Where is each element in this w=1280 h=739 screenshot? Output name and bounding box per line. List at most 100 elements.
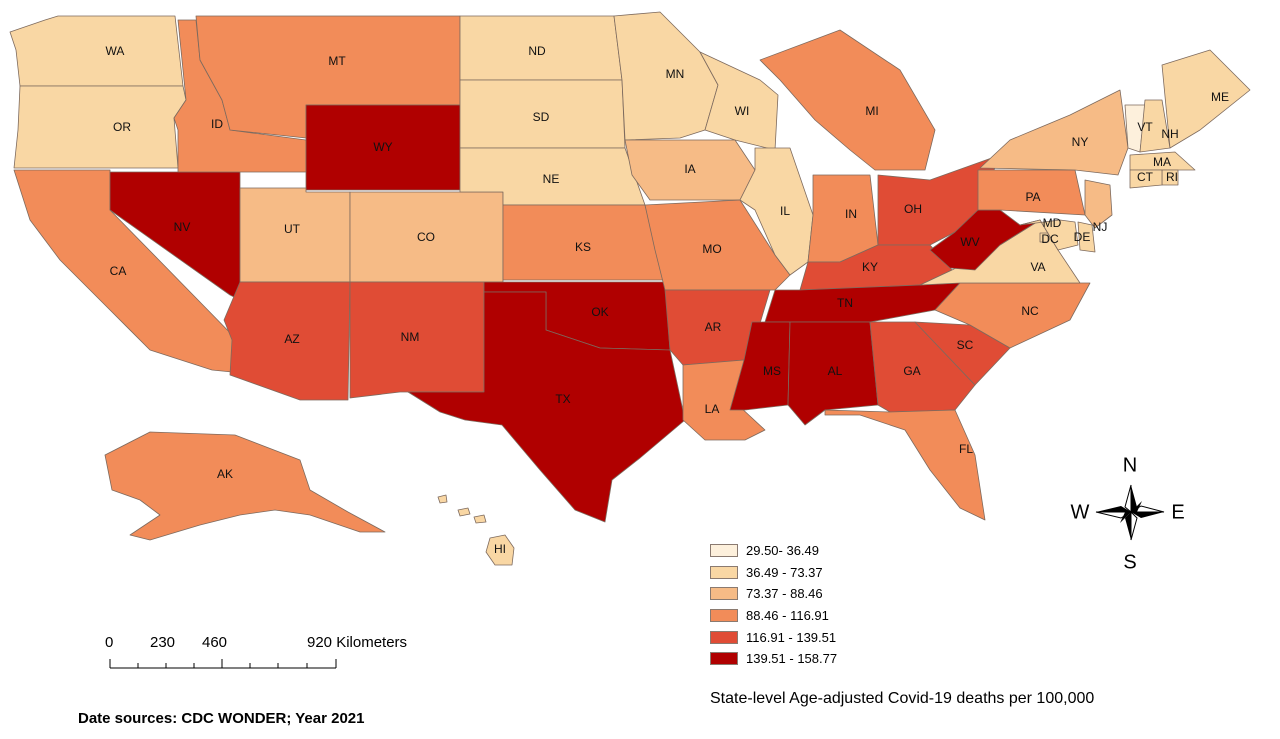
state-or (13, 85, 187, 169)
state-tx (407, 291, 686, 523)
state-label-dc: DC (1041, 232, 1059, 246)
state-label-co: CO (417, 230, 435, 244)
state-de (1077, 221, 1096, 253)
state-label-pa: PA (1025, 190, 1040, 204)
state-ma (1129, 151, 1196, 171)
state-label-ks: KS (575, 240, 591, 254)
state-label-de: DE (1074, 230, 1091, 244)
state-label-nv: NV (174, 220, 191, 234)
state-label-va: VA (1030, 260, 1045, 274)
state-label-ia: IA (684, 162, 695, 176)
state-label-ms: MS (763, 364, 781, 378)
state-nj (1084, 179, 1113, 229)
state-label-nj: NJ (1093, 220, 1108, 234)
scale-tick-0: 0 (105, 634, 114, 651)
state-label-vt: VT (1137, 120, 1153, 134)
scale-tick-1: 230 (150, 634, 176, 651)
state-label-ok: OK (591, 305, 608, 319)
compass-west: W (1071, 501, 1090, 523)
compass-north: N (1123, 454, 1137, 476)
state-label-ca: CA (110, 264, 127, 278)
legend-swatch (710, 565, 738, 579)
state-label-la: LA (705, 402, 720, 416)
state-label-in: IN (845, 207, 857, 221)
scale-bar (109, 659, 337, 669)
legend-title: State-level Age-adjusted Covid-19 deaths… (710, 690, 1095, 707)
scale-tick-3: 920 Kilometers (307, 634, 408, 651)
legend-swatch (710, 544, 738, 558)
legend-item: 116.91 - 139.51 (710, 626, 837, 648)
legend-label: 36.49 - 73.37 (746, 564, 823, 580)
state-label-nh: NH (1161, 127, 1178, 141)
legend-label: 73.37 - 88.46 (746, 586, 823, 602)
state-label-id: ID (211, 117, 223, 131)
state-dc (1039, 232, 1049, 243)
state-label-ny: NY (1072, 135, 1089, 149)
legend-swatch (710, 652, 738, 666)
map-legend: 29.50- 36.49 36.49 - 73.37 73.37 - 88.46 88… (710, 540, 837, 670)
state-label-ne: NE (543, 172, 560, 186)
state-label-fl: FL (959, 442, 973, 456)
state-label-mt: MT (328, 54, 346, 68)
compass-south: S (1123, 551, 1136, 573)
state-label-hi: HI (494, 542, 506, 556)
state-label-mi: MI (865, 104, 878, 118)
state-label-ri: RI (1166, 170, 1178, 184)
legend-label: 88.46 - 116.91 (746, 608, 829, 624)
state-me (1161, 49, 1251, 149)
legend-item: 88.46 - 116.91 (710, 605, 837, 627)
legend-swatch (710, 609, 738, 623)
state-fl (824, 409, 986, 521)
state-label-ct: CT (1137, 170, 1154, 184)
state-wi (699, 51, 779, 151)
legend-label: 116.91 - 139.51 (746, 629, 837, 645)
state-tn (764, 282, 961, 323)
state-mo (644, 199, 791, 291)
state-label-tn: TN (837, 296, 853, 310)
state-label-nc: NC (1021, 304, 1039, 318)
state-label-mn: MN (666, 67, 685, 81)
state-label-md: MD (1043, 216, 1062, 230)
state-ny (979, 89, 1129, 176)
state-label-wy: WY (373, 140, 392, 154)
state-label-al: AL (828, 364, 843, 378)
legend-label: 29.50- 36.49 (746, 543, 820, 559)
state-wa (9, 15, 184, 87)
state-label-wi: WI (735, 104, 750, 118)
state-ct (1129, 169, 1163, 189)
legend-item: 36.49 - 73.37 (710, 562, 837, 584)
state-label-il: IL (780, 204, 790, 218)
state-il (739, 147, 814, 276)
state-label-me: ME (1211, 90, 1229, 104)
state-label-oh: OH (904, 202, 922, 216)
state-label-nm: NM (401, 330, 420, 344)
state-label-ga: GA (903, 364, 920, 378)
hawaii-island-1 (437, 494, 448, 504)
state-label-tx: TX (555, 392, 570, 406)
state-md (1019, 219, 1079, 251)
scale-tick-2: 460 (202, 634, 228, 651)
legend-label: 139.51 - 158.77 (746, 651, 838, 667)
legend-swatch (710, 630, 738, 644)
state-label-wv: WV (960, 235, 979, 249)
state-label-az: AZ (284, 332, 299, 346)
compass-rose: N S W E (1071, 454, 1185, 573)
data-source-note: Date sources: CDC WONDER; Year 2021 (78, 710, 365, 727)
state-hi (485, 534, 515, 566)
state-label-ma: MA (1153, 155, 1171, 169)
state-label-sd: SD (533, 110, 550, 124)
legend-item: 29.50- 36.49 (710, 540, 837, 562)
legend-item: 139.51 - 158.77 (710, 648, 837, 670)
legend-swatch (710, 587, 738, 601)
state-label-sc: SC (957, 338, 974, 352)
scale-bar-labels: 0 230 460 920 Kilometers (105, 634, 445, 654)
compass-east: E (1171, 501, 1184, 523)
state-ak (104, 431, 386, 541)
hawaii-island-3 (473, 514, 487, 524)
state-mi (759, 29, 936, 171)
state-label-nd: ND (528, 44, 546, 58)
state-label-ut: UT (284, 222, 301, 236)
state-label-ak: AK (217, 467, 233, 481)
state-label-mo: MO (702, 242, 721, 256)
